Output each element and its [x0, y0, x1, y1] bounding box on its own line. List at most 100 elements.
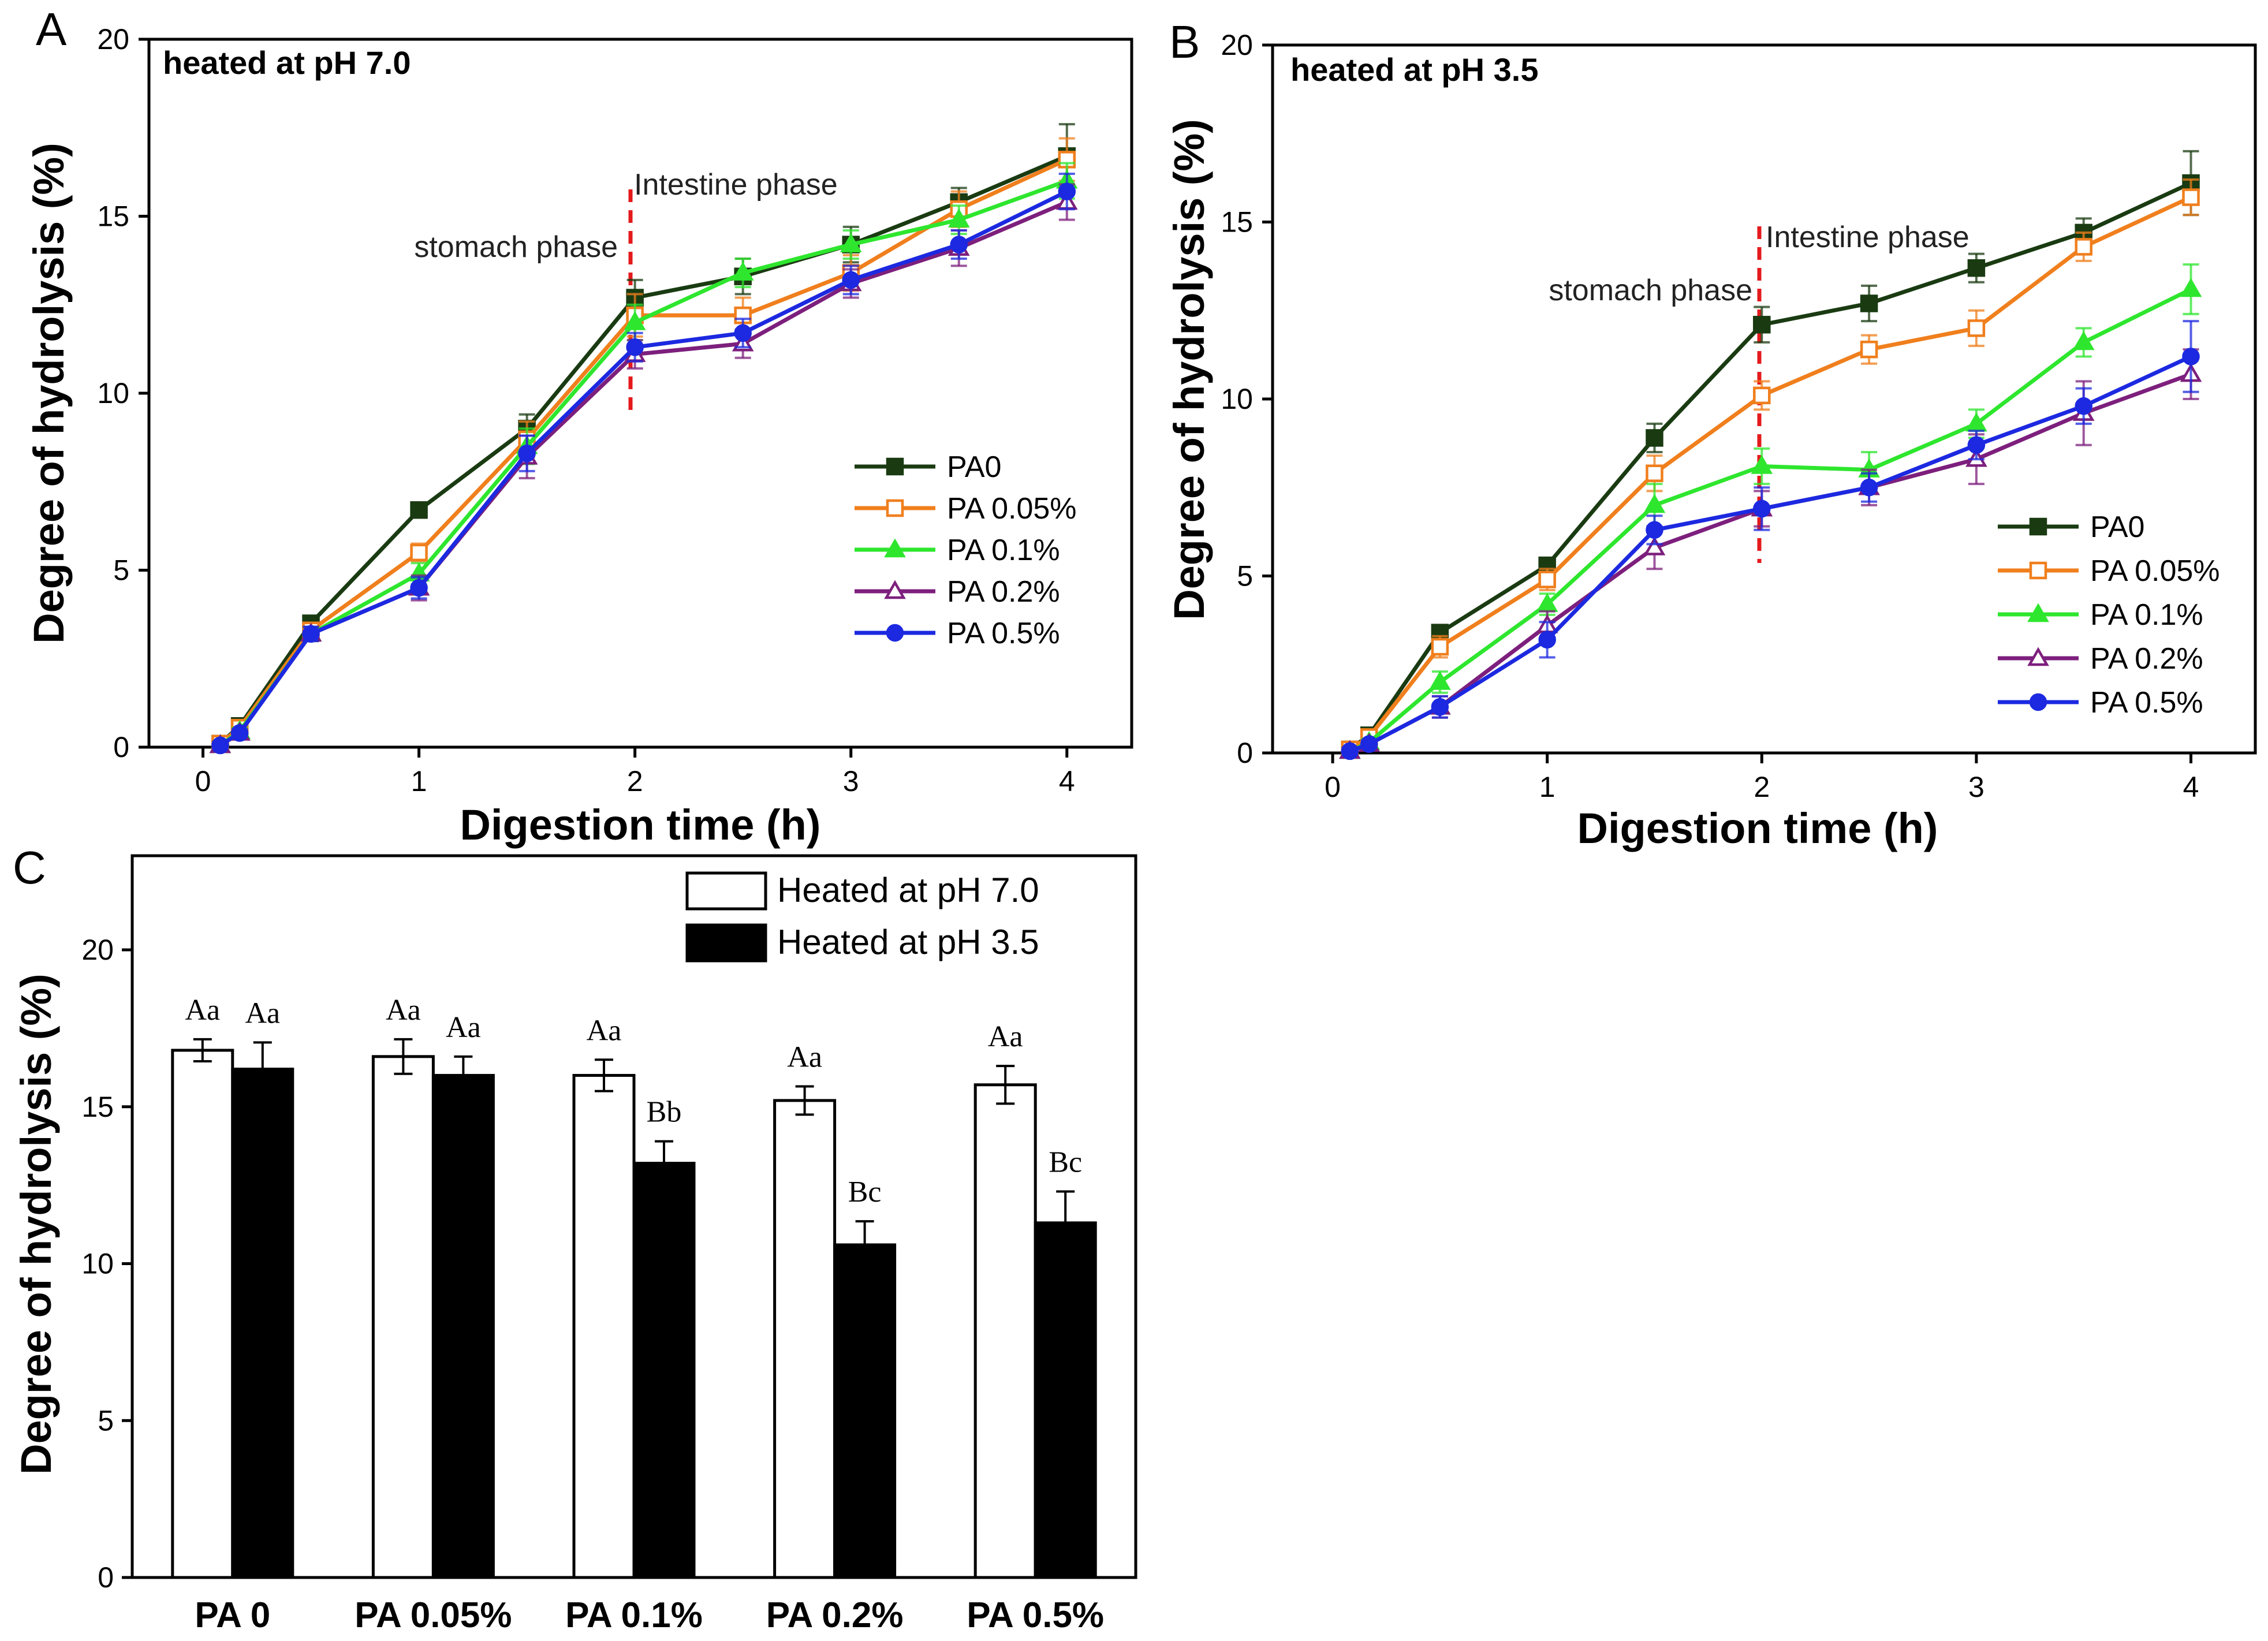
- significance-label: Aa: [245, 997, 280, 1030]
- panel-a-legend-marker: [886, 624, 904, 642]
- panel-b-legend-marker: [2029, 561, 2047, 580]
- data-point: [624, 311, 646, 330]
- panel-b-legend-label: PA 0.05%: [2090, 554, 2220, 588]
- data-point: [626, 338, 644, 356]
- data-point: [1967, 319, 1986, 337]
- panel-b-x-tick-label: 0: [1325, 771, 1341, 803]
- panel-b-y-tick-label: 10: [1221, 383, 1253, 415]
- panel-b-intestine-label: Intestine phase: [1766, 221, 1969, 254]
- data-point: [1341, 742, 1359, 760]
- data-point: [732, 262, 754, 281]
- data-point: [950, 236, 968, 253]
- series-line: [219, 189, 1068, 747]
- panel-a-legend-label: PA 0.1%: [947, 534, 1060, 567]
- panel-a-x-axis-title: Digestion time (h): [460, 801, 821, 849]
- panel-label-a: A: [36, 3, 67, 55]
- panel-b-title: heated at pH 3.5: [1290, 51, 1538, 88]
- panel-a-legend-marker: [886, 457, 904, 476]
- panel-a-legend-label: PA0: [947, 450, 1001, 484]
- data-point: [2072, 331, 2095, 350]
- data-point: [1431, 637, 1449, 656]
- panel-a-legend-label: PA 0.2%: [947, 575, 1060, 609]
- panel-c-y-axis-title: Degree of hydrolysis (%): [12, 974, 60, 1475]
- data-point: [410, 579, 428, 597]
- data-point: [1967, 436, 1986, 454]
- data-point: [1643, 494, 1666, 513]
- data-point: [842, 271, 860, 289]
- panel-c-category-label: PA 0.1%: [565, 1595, 703, 1635]
- panel-b-y-tick-label: 15: [1221, 206, 1253, 238]
- panel-b-legend-label: PA 0.1%: [2090, 598, 2203, 632]
- panel-c-legend-label: Heated at pH 3.5: [777, 923, 1039, 961]
- panel-a-legend-marker: [884, 538, 906, 558]
- panel-a-intestine-label: Intestine phase: [634, 168, 838, 202]
- bar: [833, 1243, 897, 1579]
- data-point: [1431, 698, 1449, 716]
- data-point: [1860, 340, 1878, 359]
- series-line: [219, 178, 1068, 747]
- data-point: [1360, 735, 1378, 753]
- data-point: [1860, 479, 1878, 497]
- series-line: [219, 158, 1068, 745]
- panel-b-legend-label: PA0: [2090, 510, 2144, 544]
- data-point: [734, 324, 752, 342]
- panel-a-y-tick-label: 10: [97, 377, 129, 409]
- panel-a-x-tick-label: 0: [195, 765, 211, 797]
- data-point: [410, 501, 428, 519]
- panel-c-bar-chart: Degree of hydrolysis (%) 0 5 10 15 20 PA 0 PA …: [12, 854, 1137, 1635]
- panel-a-series-pa-0-05-: [211, 137, 1076, 753]
- significance-label: Aa: [446, 1011, 481, 1044]
- panel-a-y-tick-label: 15: [97, 200, 129, 233]
- significance-label: Bc: [848, 1176, 882, 1209]
- data-point: [1751, 455, 1773, 474]
- panel-b-legend-marker: [2029, 693, 2047, 711]
- panel-b-legend-marker: [2029, 517, 2047, 536]
- panel-c-category-label: PA 0.5%: [967, 1595, 1104, 1635]
- panel-b-x-tick-label: 2: [1754, 771, 1770, 803]
- data-point: [1753, 499, 1771, 518]
- data-point: [1538, 570, 1556, 588]
- panel-b-legend-marker: [2027, 647, 2049, 666]
- significance-label: Bb: [647, 1096, 682, 1129]
- data-point: [1860, 294, 1878, 312]
- significance-label: Aa: [386, 994, 421, 1027]
- data-point: [2075, 397, 2092, 415]
- data-point: [1753, 316, 1771, 334]
- panel-b-series-pa-0-5-: [1341, 320, 2200, 760]
- data-point: [1429, 670, 1451, 690]
- panel-b-y-tick-label: 20: [1221, 29, 1253, 61]
- panel-a-series-pa-0-5-: [211, 172, 1076, 755]
- panel-c-category-label: PA 0: [195, 1595, 270, 1635]
- panel-b-line-chart: heated at pH 3.5 stomach phase Intestine…: [1165, 29, 2257, 852]
- significance-label: Aa: [185, 994, 220, 1027]
- data-point: [410, 543, 428, 562]
- significance-label: Aa: [787, 1040, 822, 1073]
- data-point: [518, 444, 536, 463]
- panel-b-legend-label: PA 0.2%: [2090, 642, 2203, 676]
- bar: [231, 1068, 294, 1579]
- data-point: [1643, 536, 1666, 555]
- data-point: [2182, 348, 2200, 366]
- panel-a-y-tick-label: 20: [97, 23, 129, 55]
- panel-a-x-tick-label: 1: [411, 765, 427, 797]
- panel-a-legend-label: PA 0.5%: [947, 617, 1060, 650]
- panel-a-y-axis-title: Degree of hydrolysis (%): [25, 143, 73, 644]
- panel-c-y-tick-label: 20: [81, 934, 114, 966]
- data-point: [2180, 278, 2202, 297]
- panel-a-y-tick-label: 5: [113, 554, 129, 587]
- panel-b-y-tick-label: 5: [1237, 560, 1253, 592]
- data-point: [2182, 188, 2200, 206]
- panel-b-legend-label: PA 0.5%: [2090, 686, 2203, 719]
- series-line: [219, 154, 1068, 745]
- data-point: [840, 233, 862, 252]
- panel-a-stomach-label: stomach phase: [414, 230, 618, 264]
- panel-a-x-tick-label: 4: [1059, 765, 1075, 797]
- bar: [632, 1162, 696, 1579]
- panel-c-legend-swatch: [685, 923, 767, 963]
- panel-b-x-axis-title: Digestion time (h): [1577, 804, 1938, 852]
- panel-b-legend-marker: [2027, 603, 2049, 622]
- panel-c-category-label: PA 0.2%: [766, 1595, 904, 1635]
- data-point: [1646, 464, 1663, 482]
- panel-c-y-tick-label: 5: [98, 1404, 114, 1437]
